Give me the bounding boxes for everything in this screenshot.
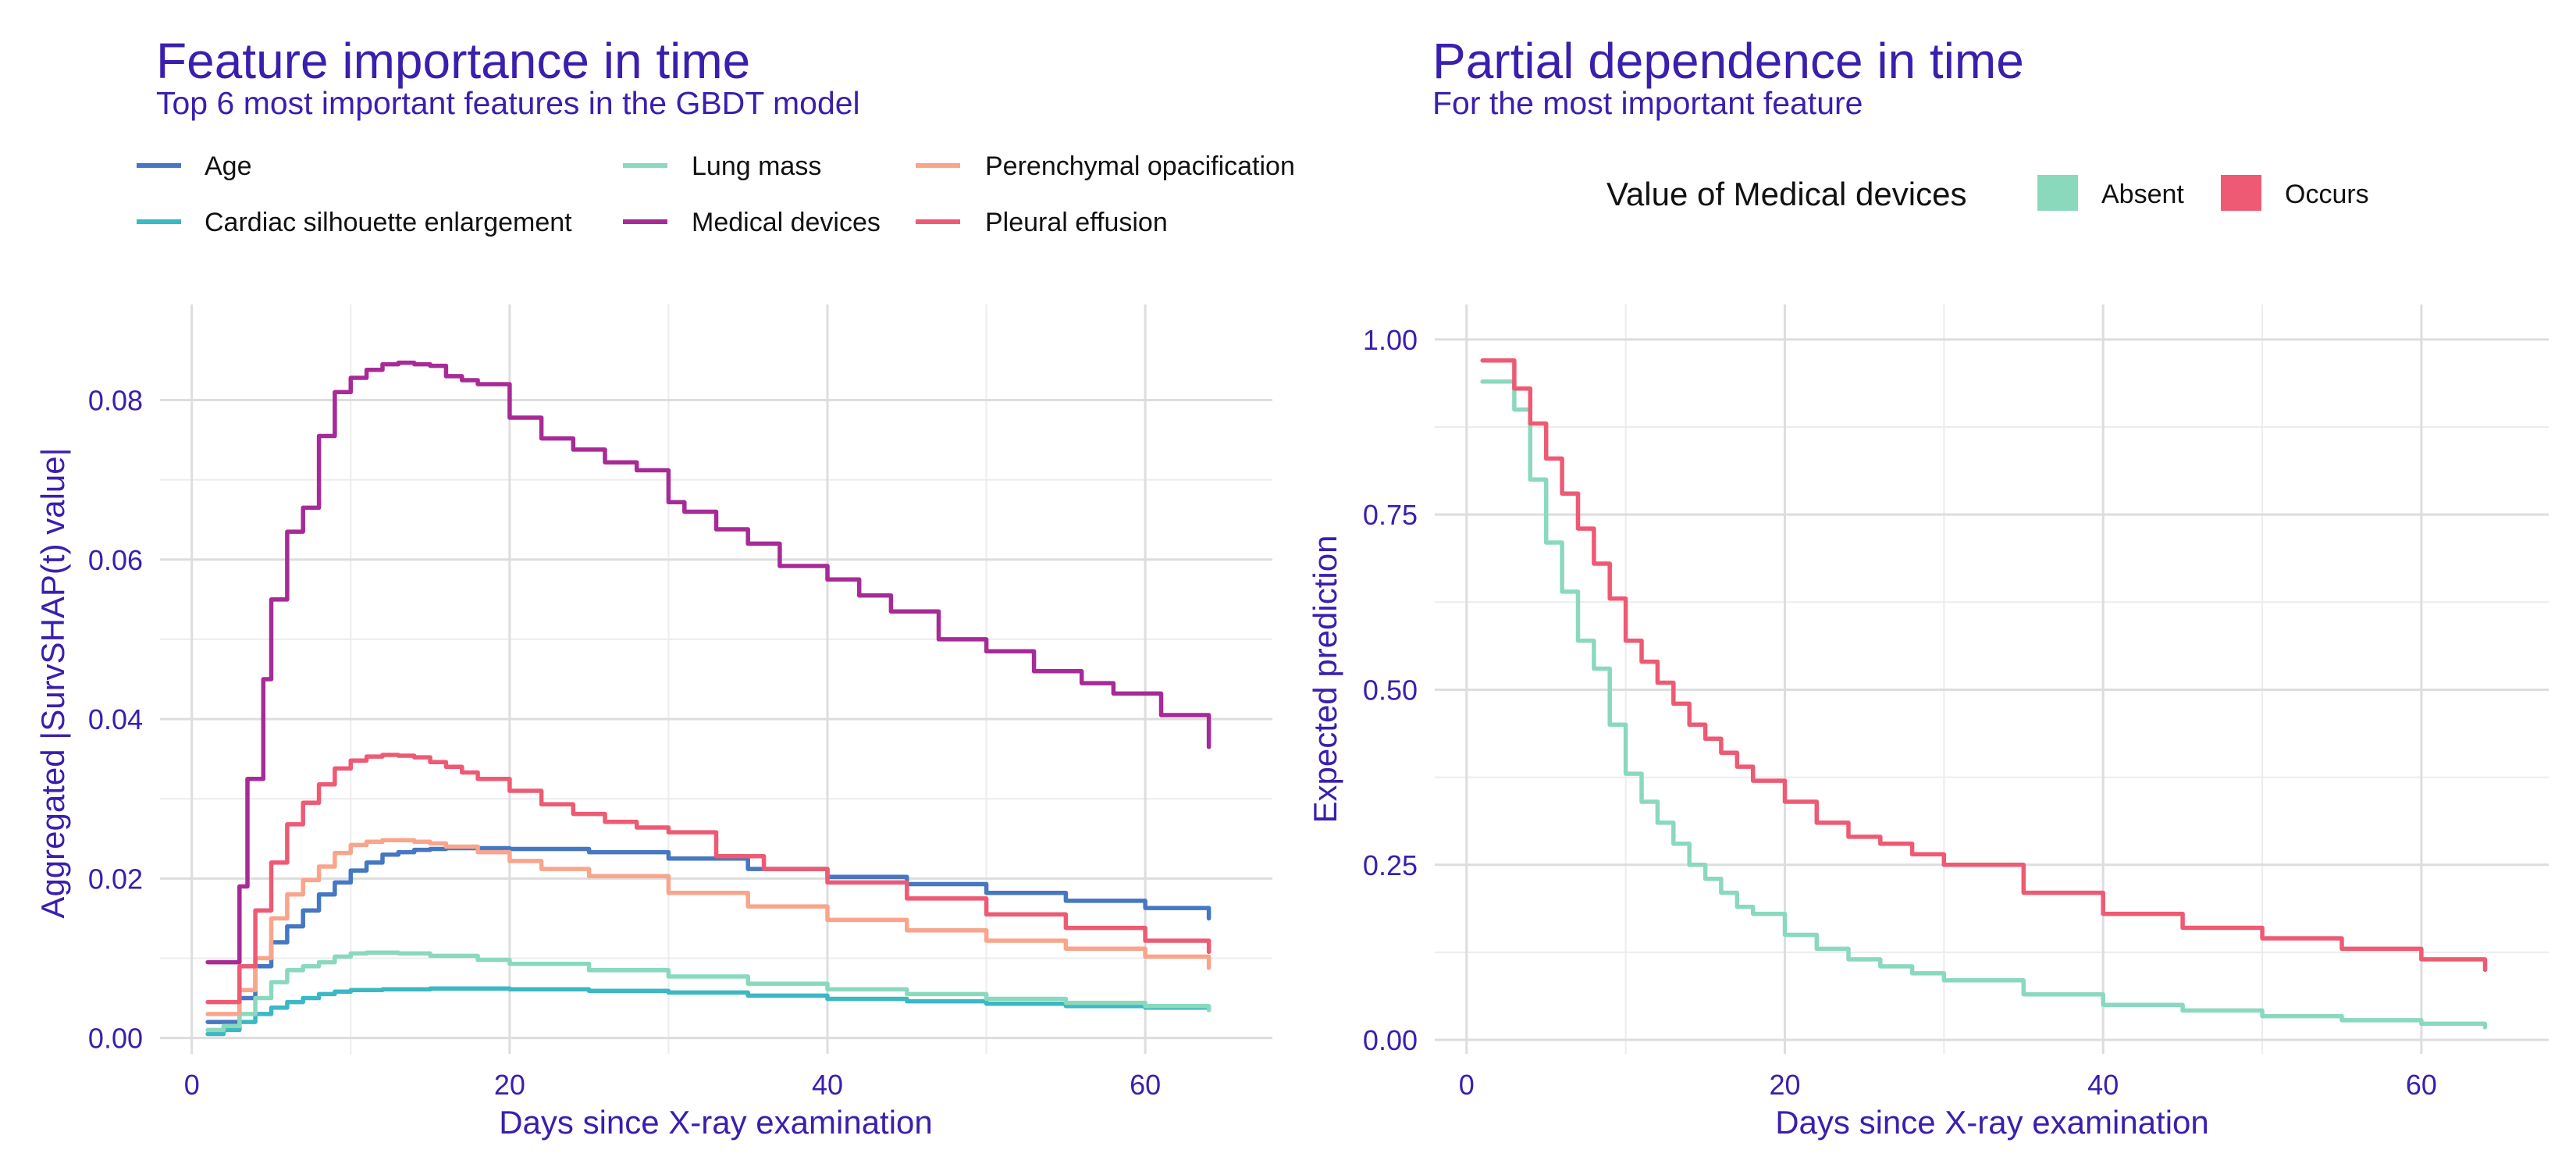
left-y-tick-label: 0.02 [88,863,143,895]
legend-item-pleural-effusion: Pleural effusion [916,208,1168,237]
left-x-tick-label: 40 [812,1069,843,1101]
legend-label-age: Age [205,151,252,181]
right-series-line-occurs [1480,358,2488,973]
left-legend: Age Lung mass Perenchymal opacification … [137,151,1295,237]
left-series-line-perenchymal-opacification [205,838,1212,1016]
left-chart-subtitle: Top 6 most important features in the GBD… [156,85,860,121]
left-series-line-pleural-effusion [205,753,1212,1005]
legend-label-lung-mass: Lung mass [692,151,821,181]
left-x-tick-label: 60 [1130,1069,1161,1101]
left-y-tick-label: 0.04 [88,703,143,735]
left-chart-title: Feature importance in time [156,33,750,89]
right-x-tick-label: 40 [2087,1069,2119,1101]
legend-key-occurs [2221,175,2261,211]
feature-importance-panel: Feature importance in time Top 6 most im… [34,33,1295,1141]
legend-item-absent: Absent [2037,175,2184,211]
left-y-tick-label: 0.00 [88,1023,143,1055]
left-series-line-medical-devices [205,360,1212,965]
legend-item-perenchymal-opacification: Perenchymal opacification [916,151,1295,181]
legend-key-absent [2037,175,2078,211]
right-y-axis-title: Expected prediction [1307,536,1343,824]
legend-label-pleural-effusion: Pleural effusion [985,208,1168,237]
left-y-axis-title: Aggregated |SurvSHAP(t) value| [34,447,71,918]
right-y-tick-label: 0.00 [1363,1024,1418,1056]
left-y-tick-label: 0.08 [88,385,143,417]
right-x-tick-label: 60 [2406,1069,2437,1101]
left-plot-area: 0.00 0.02 0.04 0.06 0.08 0 20 40 60 [88,304,1272,1101]
right-y-tick-label: 1.00 [1363,324,1418,356]
left-x-axis-title: Days since X-ray examination [499,1104,933,1141]
right-x-tick-label: 0 [1459,1069,1475,1101]
right-y-tick-label: 0.50 [1363,674,1418,706]
right-chart-title: Partial dependence in time [1432,33,2024,89]
legend-label-absent: Absent [2101,180,2184,209]
legend-label-perenchymal-opacification: Perenchymal opacification [985,151,1295,181]
right-y-tick-label: 0.75 [1363,499,1418,531]
right-legend: Value of Medical devices Absent Occurs [1606,175,2369,212]
right-x-axis-title: Days since X-ray examination [1775,1104,2209,1141]
legend-item-occurs: Occurs [2221,175,2369,211]
right-plot-area: 0.00 0.25 0.50 0.75 1.00 0 20 40 60 [1363,304,2549,1101]
right-series-line-absent [1480,379,2488,1030]
left-series-line-age [205,845,1212,1024]
legend-label-medical-devices: Medical devices [692,208,881,237]
legend-title-medical-devices: Value of Medical devices [1606,176,1966,212]
left-series-line-cardiac-silhouette-enlargement [205,986,1212,1037]
right-x-tick-label: 20 [1769,1069,1800,1101]
legend-label-cardiac-silhouette-enlargement: Cardiac silhouette enlargement [205,208,572,237]
legend-label-occurs: Occurs [2285,180,2369,209]
legend-item-cardiac-silhouette-enlargement: Cardiac silhouette enlargement [137,208,572,237]
partial-dependence-panel: Partial dependence in time For the most … [1307,33,2549,1141]
legend-item-lung-mass: Lung mass [623,151,821,181]
left-y-tick-label: 0.06 [88,544,143,576]
left-x-tick-label: 0 [184,1069,200,1101]
legend-item-medical-devices: Medical devices [623,208,881,237]
right-y-tick-label: 0.25 [1363,849,1418,881]
left-series-line-lung-mass [205,950,1212,1033]
legend-item-age: Age [137,151,252,181]
right-chart-subtitle: For the most important feature [1432,85,1863,121]
left-x-tick-label: 20 [494,1069,525,1101]
